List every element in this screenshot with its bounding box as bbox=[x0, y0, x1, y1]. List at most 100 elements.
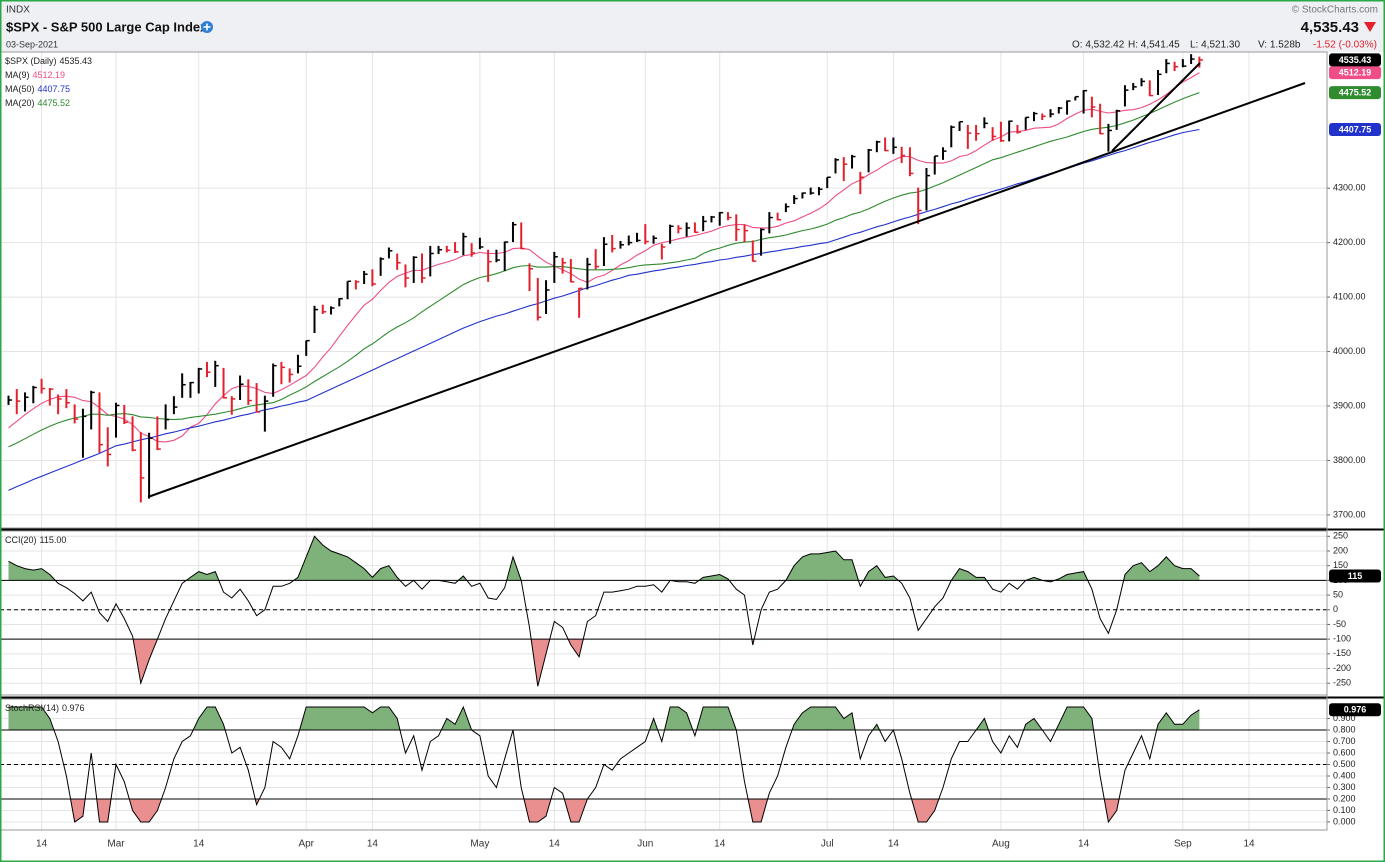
x-tick-label: Jul bbox=[821, 839, 834, 850]
value-tag-box bbox=[1329, 569, 1381, 583]
x-tick-label: Mar bbox=[107, 839, 125, 850]
moving-average bbox=[8, 128, 1200, 491]
y-tick-label: 0.300 bbox=[1333, 782, 1356, 792]
legend-entry: $SPX (Daily) 4535.43 bbox=[5, 56, 92, 66]
legend-name: CCI(20) bbox=[5, 535, 37, 545]
x-tick-label: 14 bbox=[36, 839, 48, 850]
value-tag: 4475.52 bbox=[1339, 87, 1372, 97]
indicator-line bbox=[8, 705, 1200, 824]
x-tick-label: 14 bbox=[888, 839, 900, 850]
panel-background bbox=[0, 531, 1327, 695]
down-arrow bbox=[1364, 22, 1376, 32]
legend-entry: CCI(20) 115.00 bbox=[5, 535, 66, 545]
y-tick-label: 0.900 bbox=[1333, 713, 1356, 723]
overbought-fill bbox=[8, 536, 1200, 581]
overbought-fill bbox=[8, 707, 1200, 731]
y-tick-label: -100 bbox=[1333, 634, 1351, 644]
legend-value: 4407.75 bbox=[38, 84, 71, 94]
value-tag: 4535.43 bbox=[1339, 55, 1372, 65]
y-tick-label: 3900.00 bbox=[1333, 400, 1366, 410]
legend-entry: StochRSI(14) 0.976 bbox=[5, 703, 85, 713]
value-tag: 4407.75 bbox=[1339, 124, 1372, 134]
x-tick-label: 14 bbox=[193, 839, 205, 850]
trend-line bbox=[1111, 62, 1201, 152]
x-tick-label: 14 bbox=[367, 839, 379, 850]
legend-entry: MA(20) 4475.52 bbox=[5, 98, 70, 108]
open-value: O: 4,532.42 bbox=[1072, 40, 1125, 51]
value-tag: 0.976 bbox=[1344, 705, 1367, 715]
y-tick-label: -50 bbox=[1333, 619, 1346, 629]
value-tag: 115 bbox=[1348, 571, 1363, 581]
legend-entry: MA(9) 4512.19 bbox=[5, 70, 65, 80]
date: 03-Sep-2021 bbox=[6, 39, 58, 49]
x-tick-label: 14 bbox=[714, 839, 726, 850]
x-tick-label: Aug bbox=[992, 839, 1010, 850]
add-icon[interactable] bbox=[201, 21, 213, 33]
change-value: -1.52 (-0.03%) bbox=[1313, 40, 1377, 51]
legend-value: 4512.19 bbox=[33, 70, 66, 80]
volume-value: V: 1.528b bbox=[1258, 40, 1301, 51]
legend-name: $SPX (Daily) bbox=[5, 56, 57, 66]
panel-background bbox=[0, 52, 1327, 528]
credit: © StockCharts.com bbox=[1292, 5, 1378, 16]
x-tick-label: Sep bbox=[1174, 839, 1192, 850]
y-tick-label: 3800.00 bbox=[1333, 455, 1366, 465]
x-tick-label: Apr bbox=[298, 839, 314, 850]
high-value: H: 4,541.45 bbox=[1128, 40, 1180, 51]
trend-line bbox=[147, 82, 1306, 498]
y-tick-label: -250 bbox=[1333, 678, 1351, 688]
last-price: 4,535.43 bbox=[1301, 19, 1359, 36]
y-tick-label: 250 bbox=[1333, 531, 1348, 541]
legend-value: 115.00 bbox=[40, 535, 67, 545]
y-tick-label: 0.800 bbox=[1333, 724, 1356, 734]
value-tag-box bbox=[1329, 53, 1381, 67]
x-tick-label: 14 bbox=[549, 839, 561, 850]
y-tick-label: 4000.00 bbox=[1333, 346, 1366, 356]
x-tick-label: Jun bbox=[637, 839, 653, 850]
y-tick-label: 4300.00 bbox=[1333, 183, 1366, 193]
x-tick-label: 14 bbox=[1078, 839, 1090, 850]
legend-name: MA(20) bbox=[5, 98, 35, 108]
y-tick-label: 0.000 bbox=[1333, 816, 1356, 826]
y-tick-label: 0.200 bbox=[1333, 793, 1356, 803]
value-tag-box bbox=[1329, 86, 1381, 100]
x-tick-label: 14 bbox=[1243, 839, 1255, 850]
low-value: L: 4,521.30 bbox=[1190, 40, 1240, 51]
y-tick-label: 200 bbox=[1333, 545, 1348, 555]
value-tag-box bbox=[1329, 122, 1381, 136]
y-tick-label: 0 bbox=[1333, 604, 1338, 614]
value-tag-box bbox=[1329, 66, 1381, 80]
value-tag-box bbox=[1329, 703, 1381, 717]
legend-name: MA(50) bbox=[5, 84, 35, 94]
y-tick-label: 0.500 bbox=[1333, 759, 1356, 769]
value-tag: 4512.19 bbox=[1339, 67, 1372, 77]
y-tick-label: -200 bbox=[1333, 663, 1351, 673]
indicator-line bbox=[8, 535, 1200, 687]
y-tick-label: 0.400 bbox=[1333, 770, 1356, 780]
plot-layers: 14 Mar 14 Apr 14 May 14 Jun 14 Jul 14 Aug 14 Sep 14 370… bbox=[0, 51, 1385, 850]
legend-value: 4535.43 bbox=[60, 56, 93, 66]
legend-value: 0.976 bbox=[62, 703, 85, 713]
y-tick-label: 0.700 bbox=[1333, 736, 1356, 746]
legend-name: MA(9) bbox=[5, 70, 30, 80]
y-tick-label: 3700.00 bbox=[1333, 509, 1366, 519]
legend-entry: MA(50) 4407.75 bbox=[5, 84, 70, 94]
x-tick-label: May bbox=[470, 839, 489, 850]
moving-average bbox=[8, 92, 1200, 448]
y-tick-label: 0.100 bbox=[1333, 805, 1356, 815]
y-tick-label: 50 bbox=[1333, 589, 1343, 599]
exchange: INDX bbox=[6, 5, 30, 16]
legend-name: StochRSI(14) bbox=[5, 703, 59, 713]
title: $SPX - S&P 500 Large Cap Index bbox=[6, 19, 208, 34]
y-tick-label: 4200.00 bbox=[1333, 237, 1366, 247]
y-tick-label: 4100.00 bbox=[1333, 291, 1366, 301]
y-tick-label: 0.600 bbox=[1333, 747, 1356, 757]
header-band bbox=[0, 0, 1385, 52]
y-tick-label: 150 bbox=[1333, 560, 1348, 570]
y-tick-label: -150 bbox=[1333, 648, 1351, 658]
legend-value: 4475.52 bbox=[38, 98, 71, 108]
